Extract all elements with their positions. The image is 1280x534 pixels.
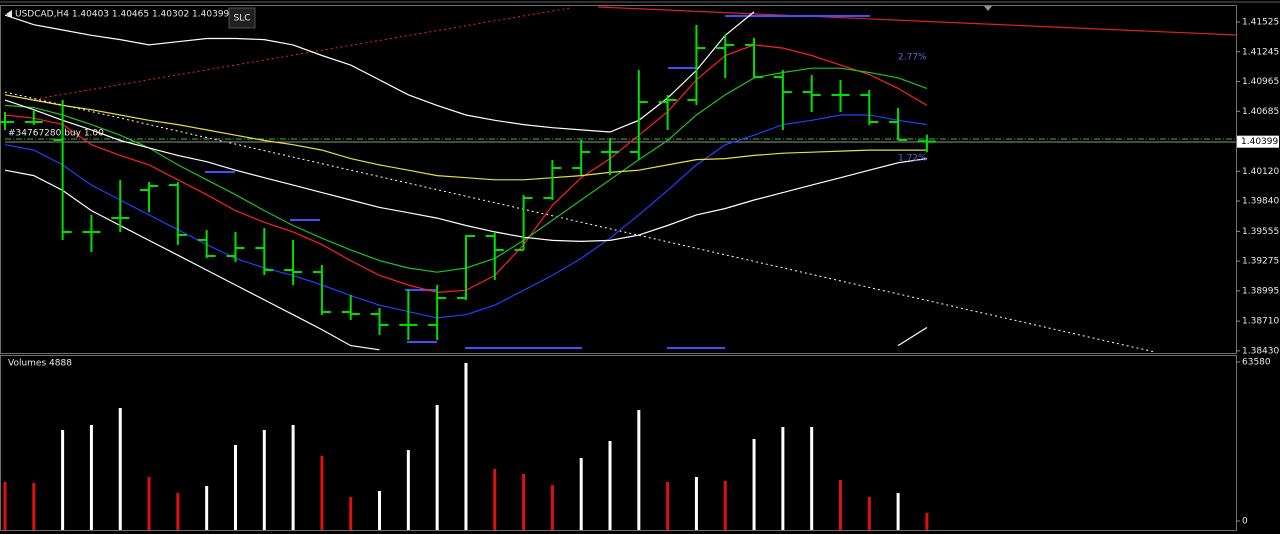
volume-bar (925, 512, 929, 530)
volume-bar (176, 492, 180, 530)
chart-title: USDCAD,H4 1.40403 1.40465 1.40302 1.4039… (15, 10, 230, 20)
volume-bar (752, 438, 756, 530)
trend-line (29, 7, 571, 101)
volume-bar (781, 426, 785, 530)
volume-bar (522, 474, 526, 530)
volume-bar (61, 429, 65, 530)
price-label: 1.40399 (1241, 137, 1278, 147)
volume-bar (262, 429, 266, 530)
y-tick-label: 1.38710 (1242, 317, 1279, 327)
volume-bar (233, 445, 237, 530)
volume-bar (867, 496, 871, 530)
volume-bar (3, 481, 7, 530)
volume-bar (694, 477, 698, 530)
indicator-line (4, 94, 927, 181)
y-tick-label: 1.38430 (1242, 346, 1279, 356)
order-label: #34767280 buy 1.00 (8, 129, 104, 139)
y-tick-label: 1.40685 (1242, 107, 1279, 117)
volume-panel-frame (0, 355, 1237, 531)
y-tick-label: 1.39840 (1242, 197, 1279, 207)
volume-bar (406, 450, 410, 530)
volume-bar (637, 409, 641, 530)
volume-bar (579, 458, 583, 530)
volume-bar (896, 492, 900, 530)
trend-line (597, 6, 1237, 36)
y-tick-label: 63580 (1242, 358, 1271, 368)
volume-bar (723, 481, 727, 530)
volume-bar (550, 484, 554, 530)
volume-bar (118, 407, 122, 530)
lower-percent: 1.72% (898, 154, 927, 164)
volume-bar (291, 424, 295, 530)
volume-bar (666, 481, 670, 530)
volume-bar (205, 485, 209, 530)
volume-bar (32, 482, 36, 530)
y-tick-label: 1.38995 (1242, 286, 1279, 296)
volume-bar (838, 480, 842, 530)
y-tick-label: 1.39555 (1242, 227, 1279, 237)
volume-bar (493, 469, 497, 530)
volume-title: Volumes 4888 (8, 359, 72, 369)
volume-bar (378, 490, 382, 530)
indicator-line (4, 169, 928, 351)
indicator-line (4, 99, 927, 243)
volume-bar (810, 426, 814, 530)
upper-percent: 2.77% (898, 53, 927, 63)
title-arrow (6, 10, 12, 18)
volume-bar (147, 477, 151, 530)
y-tick-label: 1.39275 (1242, 257, 1279, 267)
slc-button-label[interactable]: SLC (233, 14, 250, 24)
price-label-box (1237, 135, 1279, 148)
volume-bar (435, 405, 439, 530)
volume-bar (464, 363, 468, 530)
volume-bar (89, 424, 93, 530)
drawn-objects (4, 6, 1237, 353)
indicator-line (4, 11, 755, 133)
shift-marker (984, 6, 992, 11)
y-tick-label: 1.41245 (1242, 47, 1279, 57)
y-tick-label: 1.41525 (1242, 18, 1279, 28)
trend-line (4, 91, 1156, 353)
slc-button[interactable] (228, 7, 256, 29)
volume-bar (608, 440, 612, 530)
y-tick-label: 1.40965 (1242, 77, 1279, 87)
y-tick-label: 1.40120 (1242, 167, 1279, 177)
plot-area: 1.41525 1.41245 1.40965 1.40685 1.40120 1.398… (0, 11, 1279, 530)
volume-bar (349, 496, 353, 530)
main-panel-frame (0, 5, 1237, 354)
y-tick-label: 0 (1242, 517, 1248, 527)
indicator-line (4, 114, 927, 319)
volume-bar (320, 456, 324, 530)
